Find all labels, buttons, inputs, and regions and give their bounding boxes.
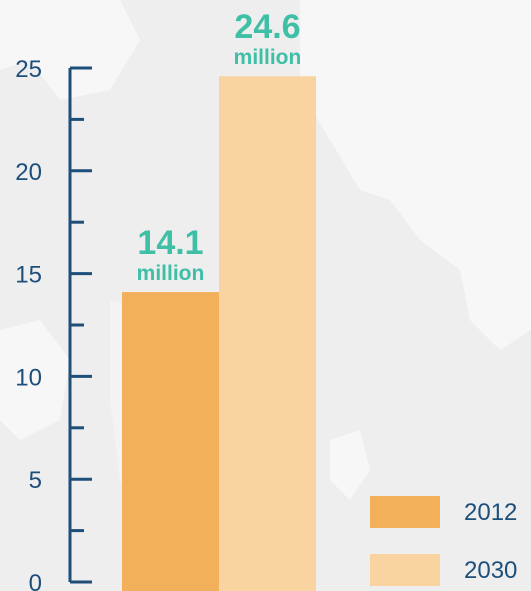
y-tick-label: 20: [15, 159, 42, 186]
legend-swatch-2012: [370, 496, 440, 528]
bar-2012: [122, 292, 219, 591]
legend-label-2030: 2030: [464, 557, 517, 584]
data-label-value-2012: 14.1: [137, 224, 203, 262]
y-tick-label: 25: [15, 56, 42, 83]
data-label-unit-2012: million: [137, 262, 205, 285]
bar-2030: [219, 76, 316, 591]
legend-label-2012: 2012: [464, 499, 517, 526]
y-tick-label: 10: [15, 364, 42, 391]
y-tick-label: 0: [29, 570, 42, 591]
y-tick-label: 5: [29, 467, 42, 494]
data-label-value-2030: 24.6: [234, 8, 300, 46]
y-tick-label: 15: [15, 262, 42, 289]
legend-swatch-2030: [370, 554, 440, 586]
data-label-unit-2030: million: [234, 46, 302, 69]
